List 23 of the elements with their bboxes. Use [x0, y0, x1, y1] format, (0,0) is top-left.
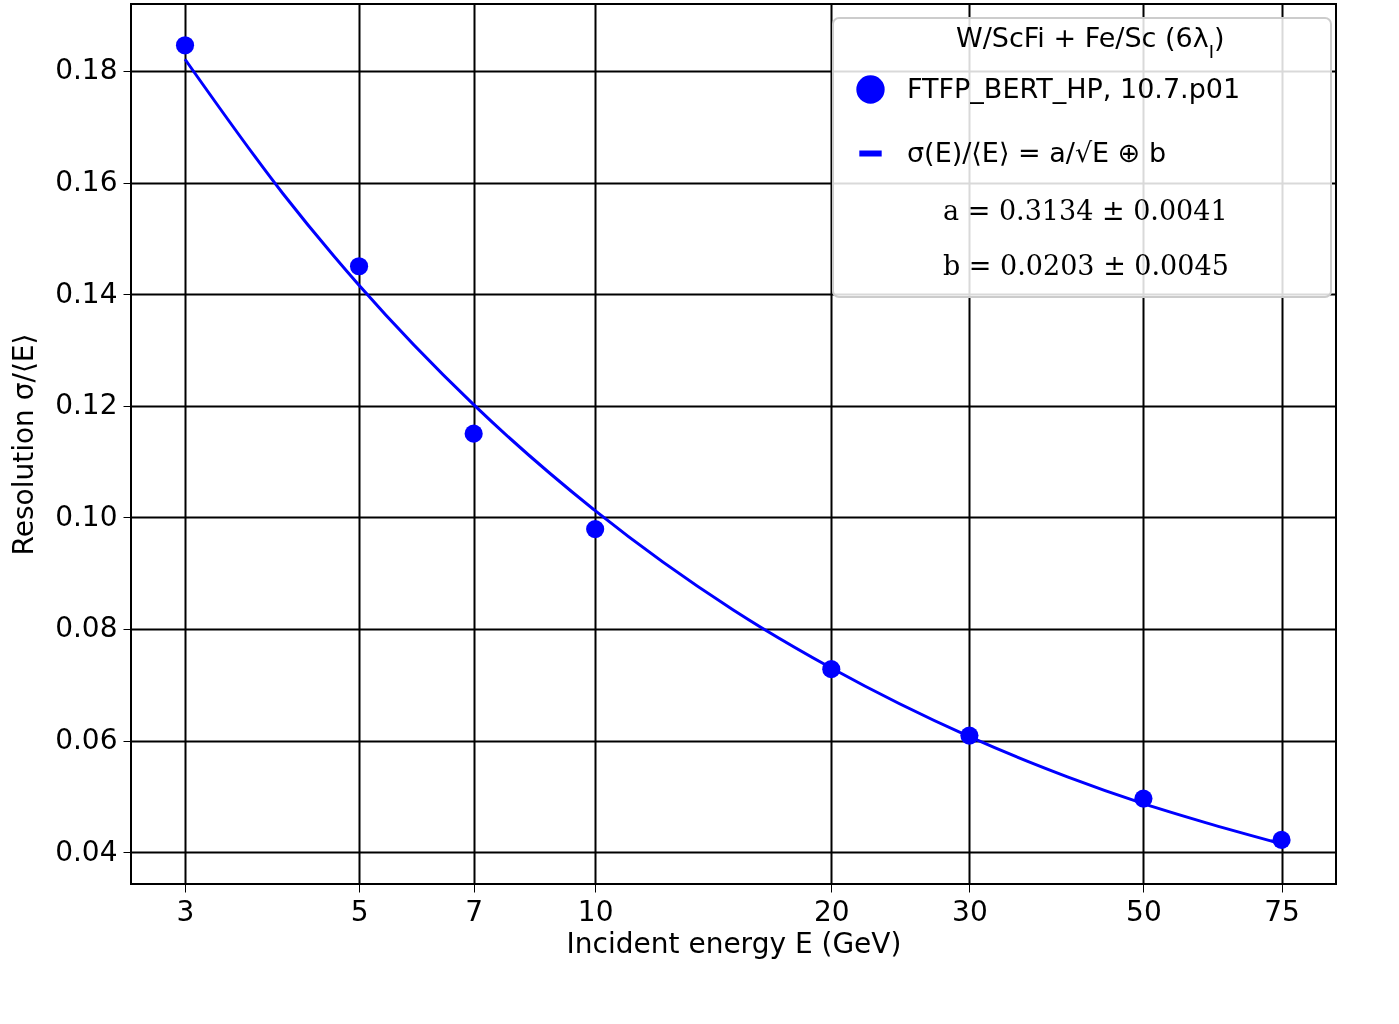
x-tick-label: 3 — [176, 894, 195, 928]
x-tick-label: 7 — [465, 894, 484, 928]
legend-label: σ(E)/⟨E⟩ = a/√E ⊕ b — [907, 136, 1167, 168]
y-axis-title: Resolution σ/⟨E⟩ — [7, 333, 41, 556]
annotation: a = 0.3134 ± 0.0041 — [943, 195, 1228, 226]
x-tick-label: 10 — [577, 894, 614, 928]
y-tick-label: 0.18 — [55, 53, 118, 87]
x-tick-label: 20 — [813, 894, 850, 928]
x-tick-label: 50 — [1126, 894, 1162, 928]
y-tick-label: 0.06 — [55, 723, 118, 757]
x-tick-label: 75 — [1264, 894, 1300, 928]
legend-title: W/ScFi + Fe/Sc (6λ$_{I}$) — [956, 22, 1225, 62]
annotation: b = 0.0203 ± 0.0045 — [943, 250, 1229, 281]
y-tick-label: 0.10 — [55, 499, 118, 533]
y-tick-label: 0.12 — [55, 388, 118, 422]
x-axis-title: Incident energy E (GeV) — [566, 926, 902, 960]
x-tick-label: 30 — [952, 894, 988, 928]
y-tick-label: 0.04 — [55, 834, 118, 868]
y-tick-label: 0.16 — [55, 165, 118, 199]
y-tick-label: 0.08 — [55, 611, 118, 645]
x-tick-label: 5 — [350, 894, 369, 928]
y-tick-label: 0.14 — [55, 276, 118, 310]
legend-label: FTFP_BERT_HP, 10.7.p01 — [907, 72, 1241, 104]
